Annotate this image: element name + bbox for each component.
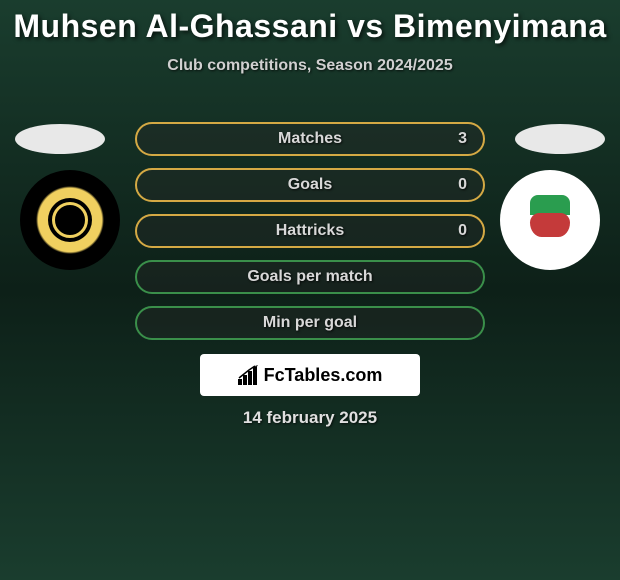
stat-label: Goals — [288, 176, 332, 194]
fctables-logo-text: FcTables.com — [264, 365, 383, 386]
stat-row-hattricks: Hattricks 0 — [135, 214, 485, 248]
stat-label: Hattricks — [276, 222, 344, 240]
stat-label: Goals per match — [247, 268, 372, 286]
stat-row-min-per-goal: Min per goal — [135, 306, 485, 340]
page-subtitle: Club competitions, Season 2024/2025 — [0, 57, 620, 75]
footer-date: 14 february 2025 — [0, 408, 620, 428]
stats-container: Matches 3 Goals 0 Hattricks 0 Goals per … — [135, 122, 485, 352]
stat-value-right: 3 — [458, 130, 467, 148]
stat-row-matches: Matches 3 — [135, 122, 485, 156]
club-logo-right-inner — [520, 195, 580, 245]
stat-label: Min per goal — [263, 314, 357, 332]
club-logo-right — [500, 170, 600, 270]
chart-icon — [238, 365, 260, 385]
stat-label: Matches — [278, 130, 342, 148]
page-title: Muhsen Al-Ghassani vs Bimenyimana — [0, 0, 620, 45]
stat-value-right: 0 — [458, 222, 467, 240]
stat-row-goals-per-match: Goals per match — [135, 260, 485, 294]
country-flag-right — [515, 124, 605, 154]
fctables-logo[interactable]: FcTables.com — [200, 354, 420, 396]
stat-value-right: 0 — [458, 176, 467, 194]
club-logo-left — [20, 170, 120, 270]
club-logo-left-inner — [52, 202, 88, 238]
country-flag-left — [15, 124, 105, 154]
stat-row-goals: Goals 0 — [135, 168, 485, 202]
